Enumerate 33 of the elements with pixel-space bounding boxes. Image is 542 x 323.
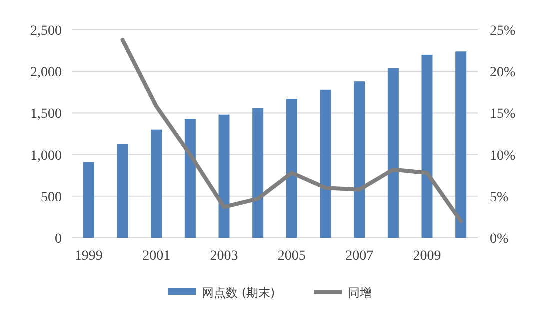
y-tick-label: 1,500 — [30, 107, 62, 122]
bar — [83, 162, 94, 238]
legend-label: 网点数 (期末) — [202, 286, 276, 300]
bar — [456, 52, 467, 238]
y-tick-label: 0 — [55, 232, 62, 247]
bar — [252, 108, 264, 238]
legend-label: 同增 — [348, 286, 372, 300]
y-tick-label: 2,000 — [30, 66, 62, 81]
y2-tick-label: 25% — [490, 24, 516, 39]
y-tick-label: 500 — [41, 190, 62, 206]
bar — [151, 130, 162, 238]
y2-tick-label: 5% — [490, 190, 509, 206]
y2-tick-label: 10% — [490, 148, 516, 164]
line-series — [120, 38, 464, 224]
x-tick-label: 2009 — [413, 249, 442, 264]
x-tick-label: 1999 — [74, 249, 103, 264]
bar — [117, 144, 128, 238]
y-tick-label: 1,000 — [30, 148, 62, 164]
y2-tick-label: 15% — [490, 107, 516, 122]
bar — [286, 99, 298, 238]
y2-tick-label: 20% — [490, 66, 516, 81]
x-tick-label: 2005 — [278, 249, 306, 264]
bar — [388, 68, 399, 238]
x-tick-label: 2001 — [142, 249, 171, 264]
bar — [218, 114, 230, 238]
x-tick-label: 2003 — [210, 249, 238, 264]
bar — [422, 54, 433, 238]
bar — [184, 119, 196, 238]
bar — [320, 90, 332, 238]
y2-tick-label: 0% — [490, 232, 509, 247]
x-tick-label: 2007 — [346, 249, 374, 264]
y-tick-label: 2,500 — [30, 24, 62, 39]
bar — [354, 82, 366, 238]
